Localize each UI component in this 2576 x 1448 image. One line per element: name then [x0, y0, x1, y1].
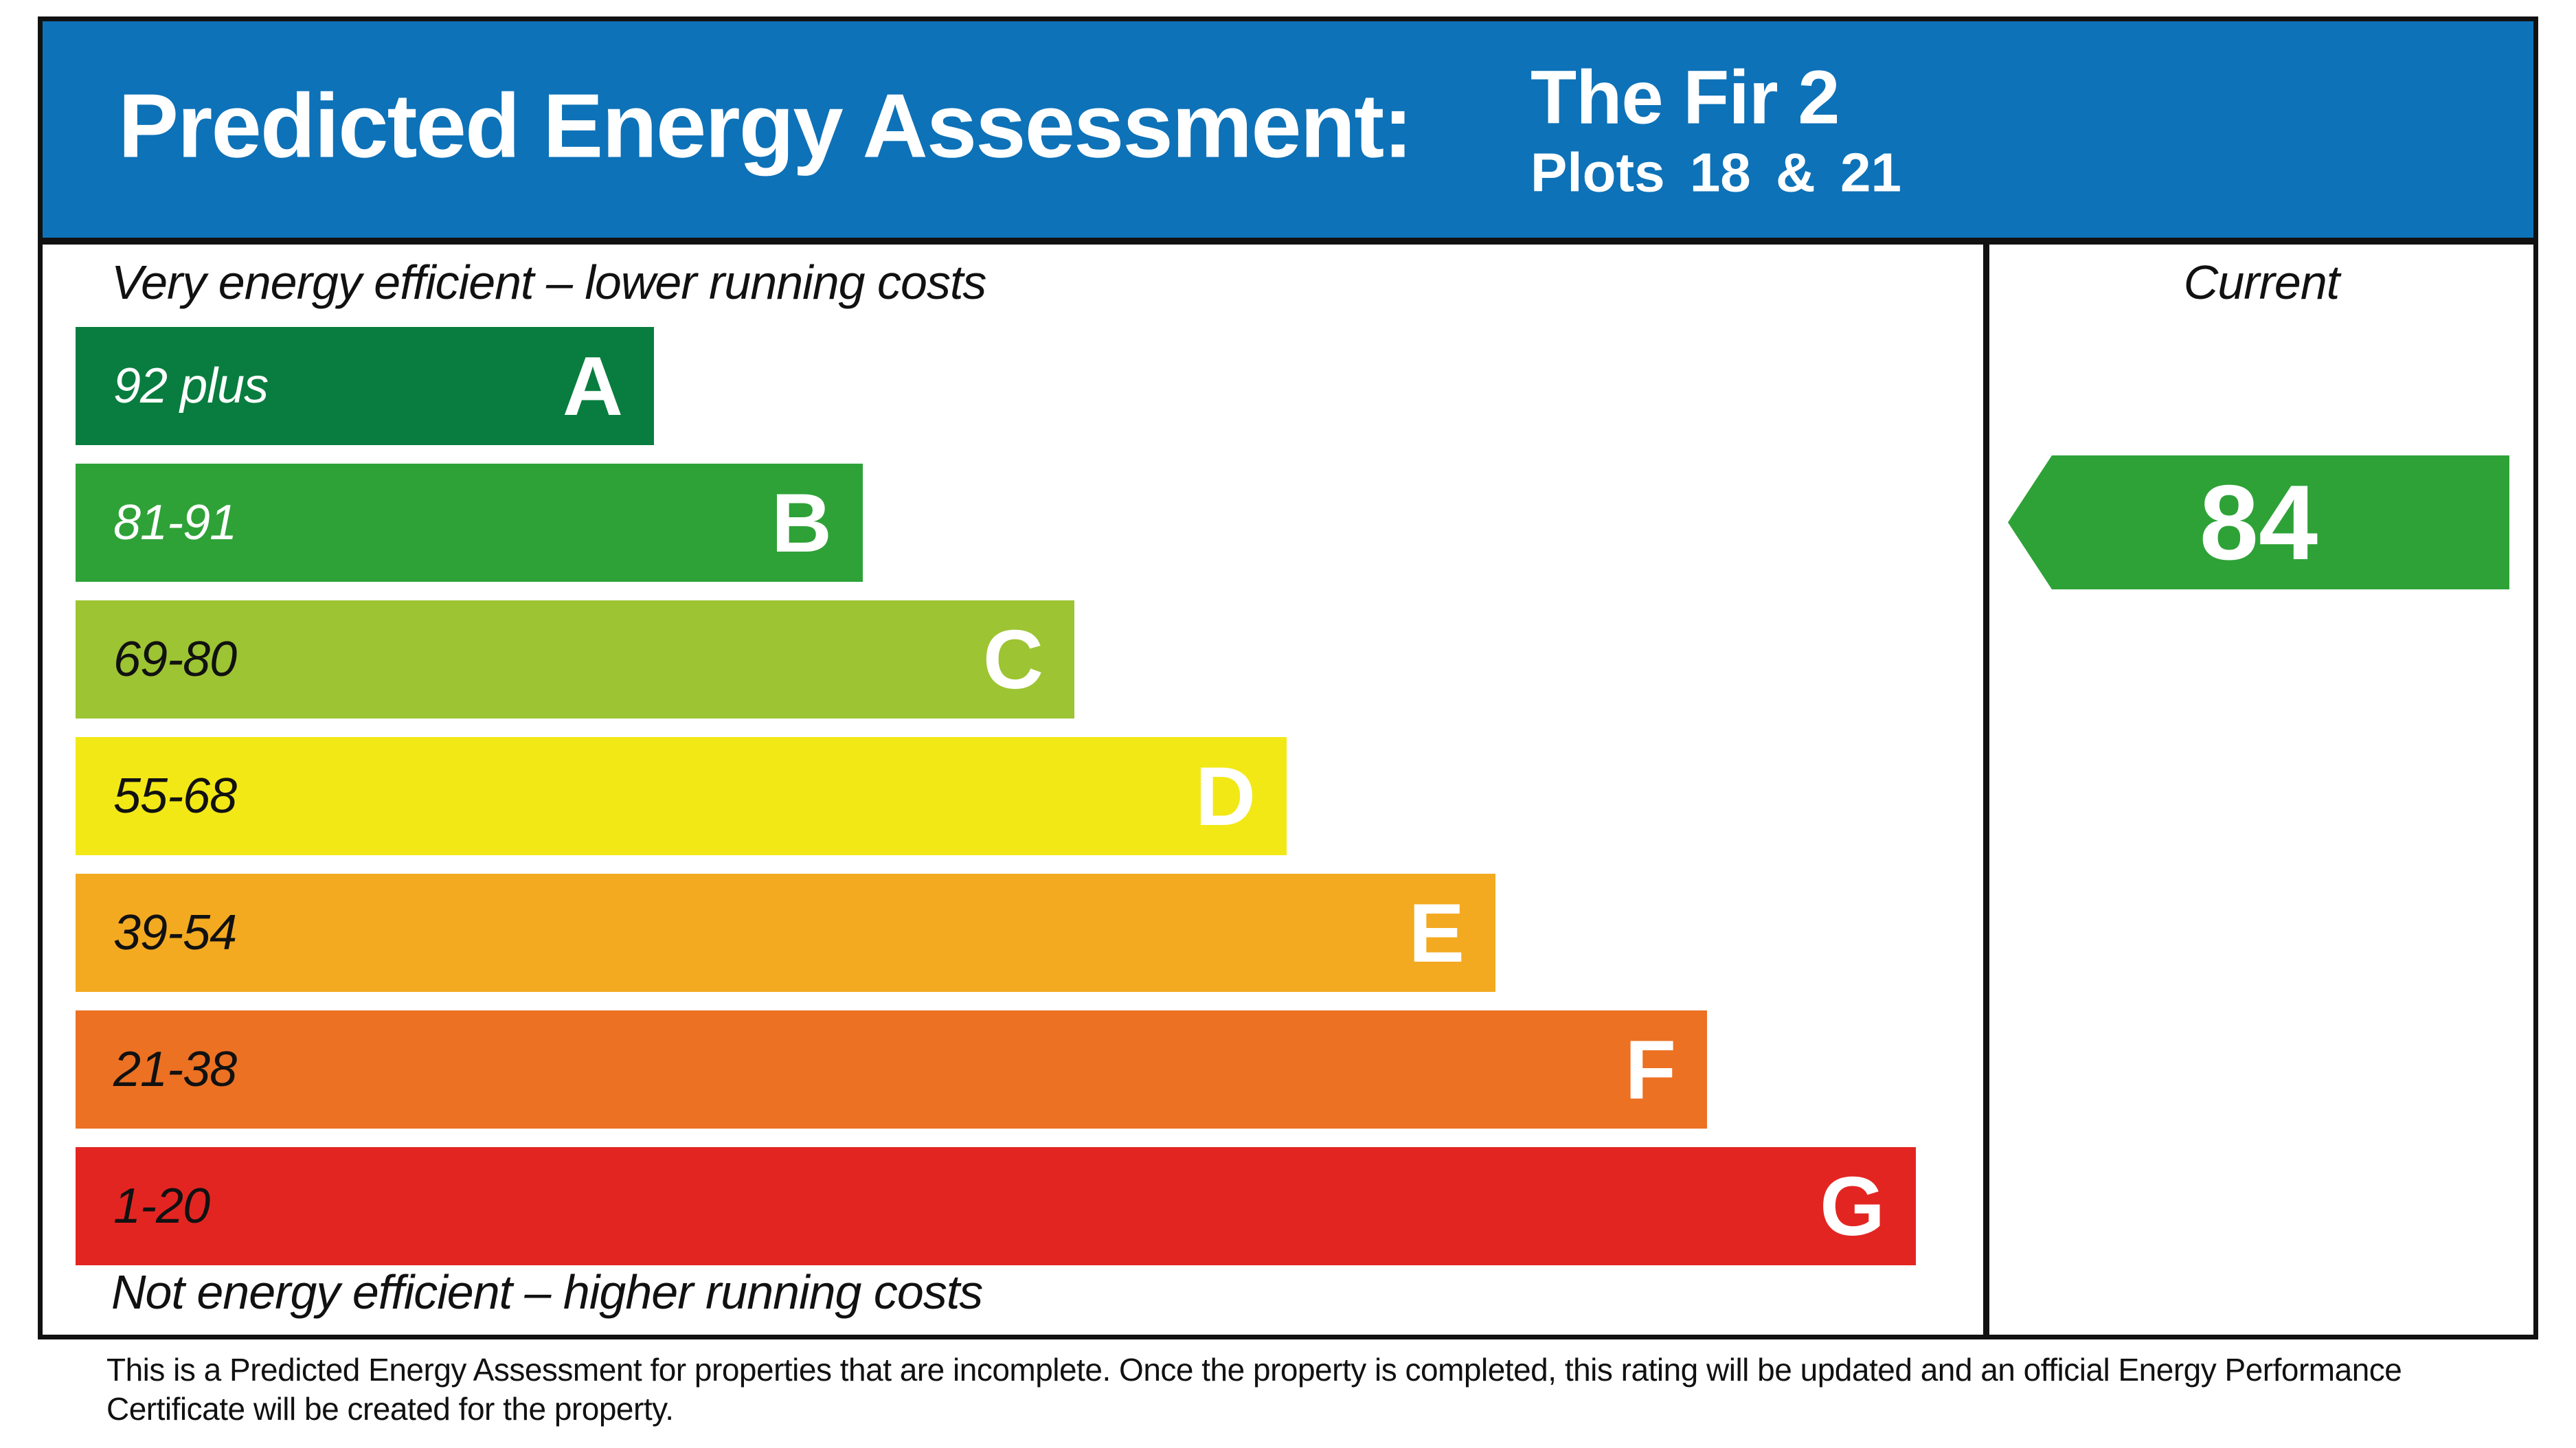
band-row-F: 21-38 F — [76, 1010, 1707, 1129]
property-name: The Fir 2 — [1530, 54, 1840, 139]
left-arrow-pointer-icon — [2008, 455, 2509, 589]
band-row-D: 55-68 D — [76, 737, 1287, 855]
footer-disclaimer: This is a Predicted Energy Assessment fo… — [106, 1352, 2402, 1427]
band-range-label-C: 69-80 — [113, 632, 237, 687]
caption-very-efficient: Very energy efficient – lower running co… — [111, 256, 986, 309]
band-range-label-A: 92 plus — [113, 359, 269, 414]
caption-not-efficient: Not energy efficient – higher running co… — [111, 1265, 983, 1319]
band-letter-F: F — [1625, 1023, 1676, 1116]
band-letter-E: E — [1408, 886, 1465, 980]
band-letter-B: B — [771, 476, 832, 569]
band-row-G: 1-20 G — [76, 1147, 1916, 1265]
band-range-label-F: 21-38 — [113, 1042, 237, 1097]
band-letter-A: A — [562, 339, 623, 433]
epc-chart-box: Predicted Energy Assessment: The Fir 2 P… — [38, 16, 2538, 1339]
property-plots: Plots 18 & 21 — [1530, 142, 1902, 203]
band-letter-C: C — [982, 613, 1043, 706]
header: Predicted Energy Assessment: The Fir 2 P… — [43, 21, 2533, 245]
band-range-label-D: 55-68 — [113, 769, 237, 824]
band-row-E: 39-54 E — [76, 874, 1495, 992]
current-column-divider — [1983, 245, 1989, 1335]
band-row-C: 69-80 C — [76, 600, 1074, 719]
current-rating-value: 84 — [2199, 463, 2318, 582]
property-block: The Fir 2 Plots 18 & 21 — [1530, 58, 1901, 202]
band-range-label-G: 1-20 — [113, 1179, 210, 1234]
band-letter-D: D — [1195, 749, 1256, 843]
current-rating-arrow: 84 — [2008, 455, 2509, 589]
band-row-B: 81-91 B — [76, 464, 863, 582]
band-range-label-E: 39-54 — [113, 905, 237, 960]
current-column-header: Current — [2183, 256, 2340, 309]
band-range-label-B: 81-91 — [113, 495, 237, 550]
page-title: Predicted Energy Assessment: — [118, 74, 1413, 176]
band-row-A: 92 plus A — [76, 327, 654, 445]
band-letter-G: G — [1820, 1159, 1885, 1253]
